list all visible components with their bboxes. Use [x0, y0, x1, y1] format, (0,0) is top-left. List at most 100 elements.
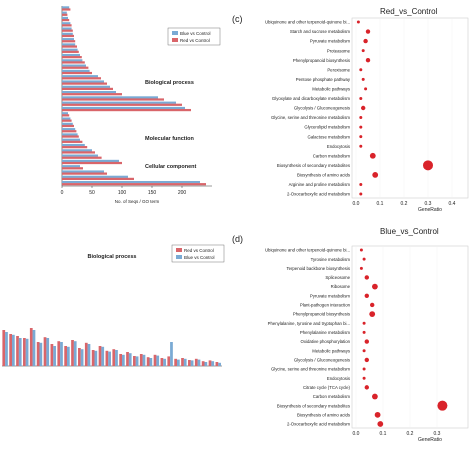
bar-blue	[25, 338, 29, 366]
data-point	[423, 160, 433, 171]
bar-blue	[176, 359, 180, 366]
data-point	[365, 58, 371, 63]
bar-red	[62, 146, 88, 149]
bar-red	[160, 358, 164, 366]
bar-red	[62, 183, 206, 186]
data-point	[364, 385, 369, 390]
bar-blue	[94, 350, 98, 366]
bar-red	[50, 344, 54, 366]
x-tick-label: 0.2	[407, 431, 414, 437]
panel-title-red: Red_vs_Control	[380, 7, 438, 16]
legend-text-red: Red vs Control	[184, 248, 214, 253]
bar-blue	[121, 354, 125, 366]
bar-blue	[62, 133, 78, 136]
category-label: Carbon metabolism	[313, 153, 351, 158]
x-tick-label: 0.1	[377, 201, 384, 207]
bar-blue	[62, 165, 80, 168]
bar-blue	[80, 349, 84, 366]
bar-red	[133, 356, 136, 366]
bar-red	[62, 8, 71, 11]
bar-red	[2, 330, 6, 366]
legend-frame	[171, 244, 225, 263]
bar-blue	[62, 122, 73, 125]
bar-red	[23, 338, 26, 366]
category-label: Terpenoid backbone biosynthesis	[286, 266, 350, 271]
x-tick-label: 0.3	[425, 201, 432, 207]
bar-red	[62, 103, 182, 106]
data-point	[362, 257, 366, 261]
bar-red	[62, 82, 107, 85]
category-label: Glycerolipid metabolism	[304, 125, 350, 130]
bar-blue	[218, 362, 221, 366]
category-label: Proteasome	[327, 48, 351, 53]
data-point	[362, 330, 366, 334]
data-point	[372, 283, 378, 290]
bar-red	[208, 360, 212, 366]
bar-blue	[62, 27, 72, 30]
x-tick-label: 0.4	[449, 201, 456, 207]
bar-blue	[62, 101, 176, 104]
category-label: Citrate cycle (TCA cycle)	[303, 385, 351, 390]
bar-red	[62, 40, 76, 43]
bar-red	[167, 356, 171, 366]
category-label: Glycine, serine and threonine metabolism	[271, 115, 350, 120]
bar-red	[201, 361, 205, 366]
panel-label-d: (d)	[232, 234, 243, 244]
bar-blue	[183, 358, 187, 366]
bar-blue	[62, 85, 110, 88]
bar-blue	[5, 332, 8, 366]
bar-blue	[62, 53, 80, 57]
data-point	[377, 421, 384, 427]
data-point	[374, 411, 381, 418]
bar-red	[105, 350, 109, 366]
bar-blue	[62, 170, 104, 173]
bar-blue	[62, 128, 76, 131]
data-point	[359, 144, 363, 148]
category-label: Ubiquinone and other terpenoid-quinone b…	[265, 248, 350, 253]
bar-red	[62, 61, 85, 64]
category-label: Biosynthesis of amino acids	[297, 172, 350, 177]
category-label: Phenylpropanoid biosynthesis	[293, 58, 350, 63]
x-axis-title: No. of Seqs / GO term	[115, 199, 160, 204]
bar-blue	[62, 159, 119, 163]
bar-red	[62, 156, 102, 159]
data-point	[362, 367, 366, 371]
bar-red	[62, 50, 79, 53]
data-point	[359, 266, 363, 270]
x-tick-label: 0.2	[401, 201, 408, 207]
data-point	[437, 400, 448, 411]
bar-blue	[62, 138, 80, 141]
bar-red	[112, 349, 116, 366]
bar-red	[98, 346, 102, 366]
category-label: Glyoxylate and dicarboxylate metabolism	[272, 96, 351, 101]
data-point	[362, 349, 366, 353]
data-point	[370, 302, 375, 308]
bar-blue	[62, 43, 76, 46]
legend-swatch-blue	[176, 255, 182, 259]
bar-blue	[62, 80, 104, 83]
data-point	[359, 116, 363, 120]
bar-blue	[62, 96, 158, 99]
bar-blue	[18, 338, 22, 366]
bar-blue	[128, 353, 132, 366]
legend-swatch-red	[172, 38, 178, 42]
bar-red	[36, 342, 40, 366]
bar-blue	[62, 6, 70, 9]
bar-red	[62, 34, 74, 38]
category-label: Plant-pathogen interaction	[300, 303, 351, 308]
bar-red	[62, 151, 95, 154]
data-point	[364, 275, 369, 280]
data-point	[359, 68, 363, 72]
category-label: Endocytosis	[327, 376, 350, 381]
bar-blue	[62, 149, 92, 152]
group-label: Biological process	[145, 80, 194, 86]
category-label: Galactose metabolism	[307, 134, 350, 139]
legend-frame	[167, 27, 221, 46]
bar-blue	[115, 350, 118, 366]
bar-blue	[108, 351, 111, 366]
x-tick-label: 100	[118, 190, 127, 196]
category-label: Glycolysis / Gluconeogenesis	[294, 106, 350, 111]
kegg-dotplot-red: 0.0 0.1 0.2 0.3 0.4 GeneRatio Ubiquinone and o…	[265, 17, 469, 213]
